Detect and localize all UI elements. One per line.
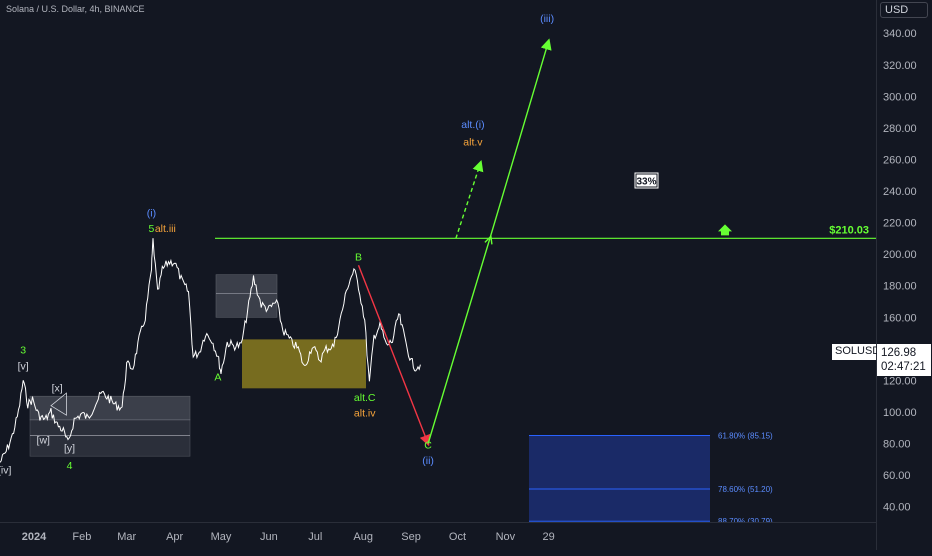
probability-box: 33% [633, 171, 660, 190]
wave-label: alt.iv [354, 408, 376, 420]
top-range-box [215, 274, 278, 318]
time-tick-label: Jul [308, 531, 322, 543]
price-tick-label: 120.00 [883, 375, 917, 387]
wave-label: [x] [52, 382, 63, 394]
fib-level-label: 61.80% (85.15) [718, 431, 773, 440]
price-tick-label: 60.00 [883, 470, 911, 482]
wave-label: (i) [147, 207, 156, 219]
forecast-path-green-dashed-arrow [455, 159, 484, 239]
currency-button[interactable]: USD [880, 2, 928, 18]
time-tick-label: Feb [72, 531, 91, 543]
wave-label: alt.iii [155, 223, 176, 235]
bar-countdown: 02:47:21 [881, 361, 926, 373]
time-tick-label: Jun [260, 531, 278, 543]
price-tick-label: 180.00 [883, 281, 917, 293]
probability-box-border [635, 173, 658, 188]
time-tick-label: Mar [117, 531, 136, 543]
price-tick-label: 240.00 [883, 186, 917, 198]
time-tick-label: 29 [543, 531, 555, 543]
forecast-path-green-solid-arrow [427, 38, 552, 444]
wave-label: C [424, 439, 432, 451]
wave-label: [w] [37, 435, 51, 447]
breakout-arrow-icon [718, 224, 732, 236]
wave-label: 5 [149, 223, 155, 235]
wave-label: [y] [64, 442, 75, 454]
symbol-badge: SOLUSD [832, 344, 880, 360]
last-price-badge: 126.98 02:47:21 [877, 344, 931, 376]
breakout-arrowhead [484, 234, 493, 245]
time-tick-label: May [211, 531, 232, 543]
last-price: 126.98 [881, 347, 917, 359]
time-tick-label: 2024 [22, 531, 47, 543]
forecast-path-red-arrow [357, 264, 431, 447]
price-tick-label: 220.00 [883, 218, 917, 230]
wave-label: alt.C [354, 392, 376, 404]
wave-label: alt.v [463, 136, 483, 148]
price-tick-label: 300.00 [883, 91, 917, 103]
price-axis[interactable]: 340.00 320.00 300.00 280.00 260.00 240.00 220.… [876, 0, 932, 550]
fib-target-zone [529, 435, 710, 522]
price-line [0, 238, 421, 463]
consolidation-box-lower [29, 419, 191, 457]
wave-label: A [214, 371, 221, 383]
wave-label: [iv] [0, 465, 11, 477]
probability-box-bg [633, 171, 660, 190]
price-tick-label: 260.00 [883, 154, 917, 166]
wave-label: B [355, 251, 362, 263]
wave-label: (ii) [422, 455, 434, 467]
time-axis[interactable]: 2024 Feb Mar Apr May Jun Jul Aug Sep Oct Nov 29 [0, 522, 876, 551]
support-zone [242, 339, 366, 389]
wave-label: 3 [20, 345, 26, 357]
time-tick-label: Nov [496, 531, 516, 543]
consolidation-box-upper [29, 395, 191, 421]
price-tick-label: 200.00 [883, 249, 917, 261]
probability-label: 33% [636, 177, 656, 188]
price-tick-label: 160.00 [883, 312, 917, 324]
fib-level-label: 88.70% (30.79) [718, 517, 773, 526]
time-tick-label: Sep [401, 531, 421, 543]
time-tick-label: Oct [449, 531, 466, 543]
price-tick-label: 340.00 [883, 28, 917, 40]
price-tick-label: 40.00 [883, 502, 911, 514]
wave-label: (iii) [540, 13, 554, 25]
triangle-pattern [50, 392, 67, 416]
price-tick-label: 100.00 [883, 407, 917, 419]
fib-level-label: 78.60% (51.20) [718, 485, 773, 494]
chart-title: Solana / U.S. Dollar, 4h, BINANCE [6, 4, 145, 14]
wave-label: [v] [18, 360, 29, 372]
wave-label: alt.(i) [461, 119, 484, 131]
price-tick-label: 280.00 [883, 123, 917, 135]
price-tick-label: 80.00 [883, 439, 911, 451]
time-tick-label: Aug [353, 531, 373, 543]
time-tick-label: Apr [166, 531, 183, 543]
wave-label: 4 [67, 460, 73, 472]
resistance-label: $210.03 [829, 224, 869, 236]
price-tick-label: 320.00 [883, 60, 917, 72]
